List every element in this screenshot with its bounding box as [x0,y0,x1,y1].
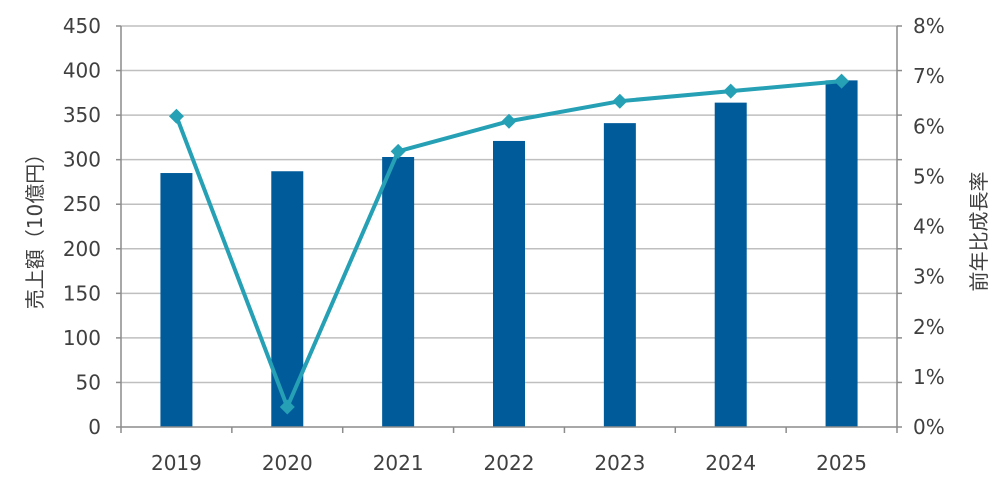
x-tick-label: 2023 [594,451,645,475]
growth-marker [612,93,628,109]
bar [603,123,636,428]
axes [116,25,902,433]
left-axis-ticks: 0 50 100 150 200 250 300 350 400 450 [63,14,101,439]
growth-marker [834,73,850,89]
bar [714,102,747,427]
y-tick-label: 150 [63,281,101,305]
y2-tick-label: 4% [913,215,945,239]
bar-series [160,80,858,428]
y2-tick-label: 3% [913,265,945,289]
y-tick-label: 450 [63,14,101,38]
growth-marker [390,143,406,159]
y-tick-label: 0 [88,415,101,439]
y-tick-label: 400 [63,59,101,83]
x-tick-label: 2024 [705,451,756,475]
bar [271,171,304,427]
y-tick-label: 50 [76,370,101,394]
growth-marker [168,108,184,124]
y2-tick-label: 2% [913,315,945,339]
y2-tick-label: 1% [913,365,945,389]
y-axis-title: 売上額（10億円） [23,144,47,309]
y-tick-label: 300 [63,148,101,172]
y2-tick-label: 8% [913,14,945,38]
x-tick-label: 2021 [373,451,424,475]
y-tick-label: 350 [63,103,101,127]
y2-axis-title: 前年比成長率 [967,172,991,292]
x-tick-label: 2020 [262,451,313,475]
growth-marker [501,113,517,129]
y2-tick-label: 7% [913,64,945,88]
x-tick-label: 2019 [151,451,202,475]
bar [160,173,193,427]
y-tick-label: 200 [63,237,101,261]
x-tick-label: 2025 [816,451,867,475]
growth-marker [723,83,739,99]
x-tick-label: 2022 [484,451,535,475]
bar [382,156,415,427]
growth-line-series [168,73,850,415]
y2-tick-label: 5% [913,164,945,188]
y2-tick-label: 0% [913,415,945,439]
bar [825,80,858,427]
right-axis-ticks: 0% 1% 2% 3% 4% 5% 6% 7% 8% [913,14,945,439]
y2-tick-label: 6% [913,114,945,138]
y-tick-label: 100 [63,326,101,350]
x-axis-ticks: 2019 2020 2021 2022 2023 2024 2025 [151,451,867,475]
growth-marker [279,399,295,415]
bar [493,140,525,427]
y-tick-label: 250 [63,192,101,216]
